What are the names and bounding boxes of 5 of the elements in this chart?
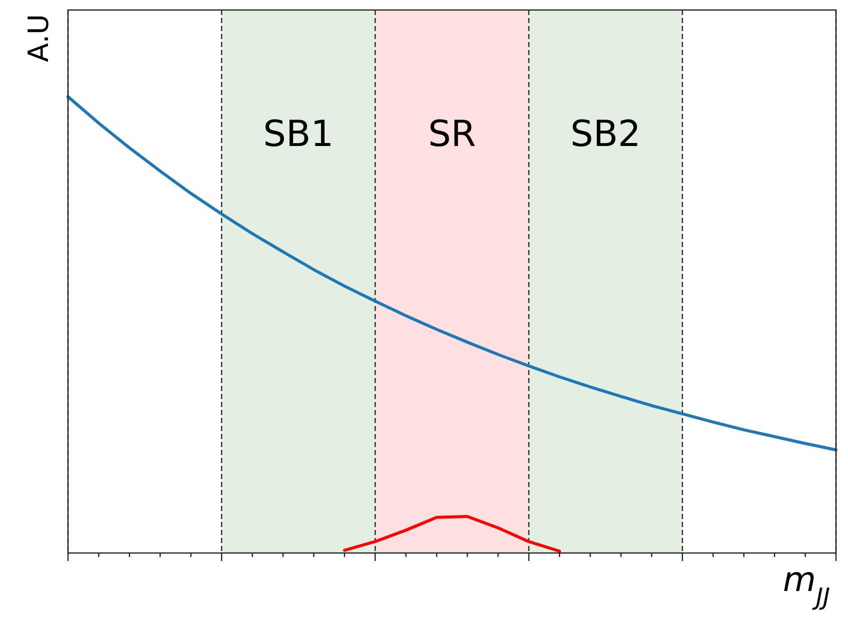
annotation: SB1 xyxy=(263,114,334,155)
annotation: SR xyxy=(428,114,476,155)
y-axis-title: A.U xyxy=(22,14,55,62)
x-axis-title: m$_{JJ}$ xyxy=(782,560,830,611)
annotation: SB2 xyxy=(570,114,641,155)
